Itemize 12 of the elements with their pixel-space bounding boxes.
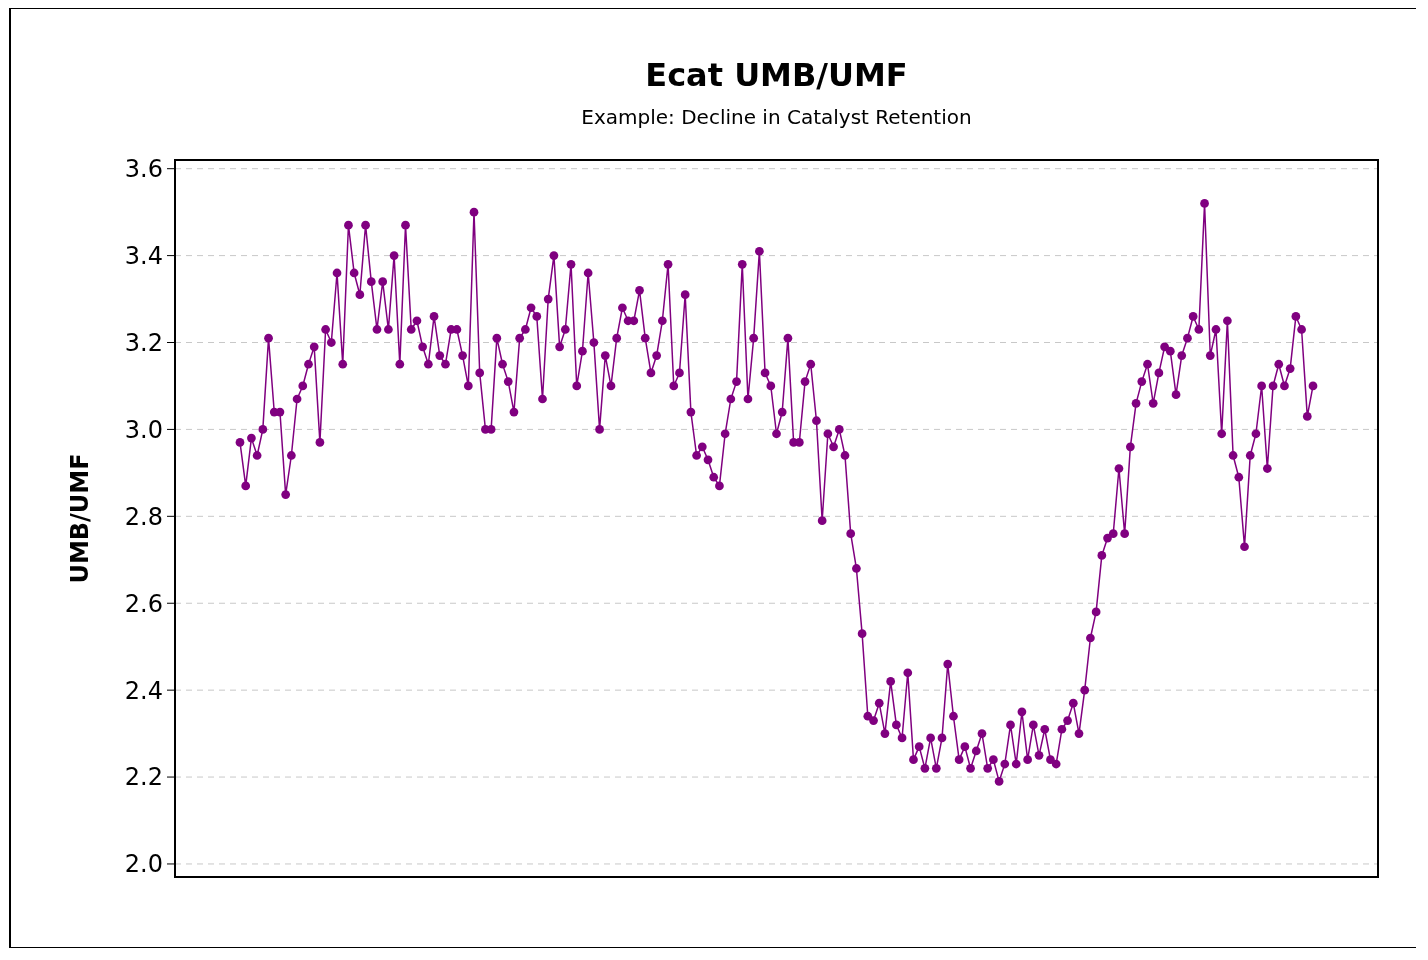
y-axis-title: UMB/UMF — [66, 453, 94, 584]
y-tick-label: 2.2 — [124, 763, 163, 792]
y-tick-label: 3.0 — [124, 415, 163, 444]
y-tick-label: 3.6 — [124, 155, 163, 184]
y-tick-label: 3.4 — [124, 242, 163, 270]
y-tick-label: 2.8 — [124, 502, 163, 531]
y-tick-label: 3.2 — [124, 328, 163, 357]
y-tick-label: 2.4 — [124, 676, 163, 705]
y-tick-label: 2.0 — [124, 850, 163, 879]
chart-subtitle: Example: Decline in Catalyst Retention — [581, 105, 972, 129]
chart-title: Ecat UMB/UMF — [645, 56, 908, 94]
y-tick-label: 2.6 — [124, 589, 163, 618]
